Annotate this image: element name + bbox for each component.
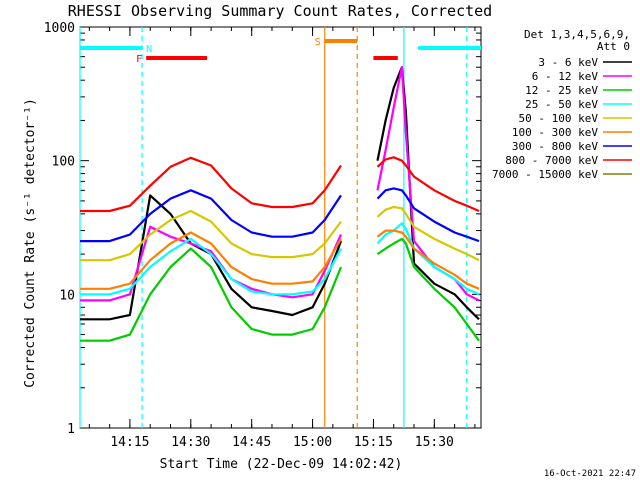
- series-line: [80, 187, 480, 243]
- series-line: [80, 205, 480, 262]
- y-tick-label: 1: [67, 422, 75, 437]
- state-bar-label: S: [315, 37, 321, 48]
- legend-label: 50 - 100 keV: [519, 112, 599, 125]
- x-tick-label: 14:30: [171, 435, 210, 450]
- legend-label: 25 - 50 keV: [525, 98, 598, 111]
- legend-label: 100 - 300 keV: [512, 126, 598, 139]
- legend-label: 800 - 7000 keV: [505, 154, 598, 167]
- series-line: [80, 66, 480, 302]
- legend-label: 6 - 12 keV: [532, 70, 599, 83]
- legend-label: 12 - 25 keV: [525, 84, 598, 97]
- chart-title: RHESSI Observing Summary Count Rates, Co…: [68, 2, 492, 20]
- plot-area: 1 10 100 1000 14:15 14:30 14:45 15:00 15:15 15:30…: [44, 21, 482, 450]
- y-tick-label: 100: [52, 155, 75, 170]
- state-bar-label: F: [136, 54, 142, 65]
- x-tick-label: 15:00: [293, 435, 332, 450]
- legend-header: Att 0: [597, 40, 630, 53]
- legend-label: 7000 - 15000 keV: [492, 168, 598, 181]
- x-tick-label: 15:15: [354, 435, 393, 450]
- series-line: [80, 156, 480, 213]
- legend-label: 300 - 800 keV: [512, 140, 598, 153]
- timestamp: 16-Oct-2021 22:47: [544, 469, 636, 479]
- y-axis-label: Corrected Count Rate (s⁻¹ detector⁻¹): [23, 98, 38, 388]
- y-tick-label: 10: [59, 288, 75, 303]
- x-axis-label: Start Time (22-Dec-09 14:02:42): [160, 457, 403, 472]
- series-line: [80, 229, 480, 290]
- x-tick-label: 14:45: [232, 435, 271, 450]
- x-tick-label: 15:30: [415, 435, 454, 450]
- series-line: [80, 66, 480, 321]
- y-tick-label: 1000: [44, 21, 75, 36]
- x-tick-label: 14:15: [110, 435, 149, 450]
- plot-frame: [79, 26, 482, 429]
- legend-label: 3 - 6 keV: [538, 56, 598, 69]
- series-line: [80, 222, 480, 296]
- legend-header: Det 1,3,4,5,6,9,: [524, 28, 630, 41]
- state-bar-label: N: [146, 44, 152, 55]
- series-line: [80, 237, 480, 342]
